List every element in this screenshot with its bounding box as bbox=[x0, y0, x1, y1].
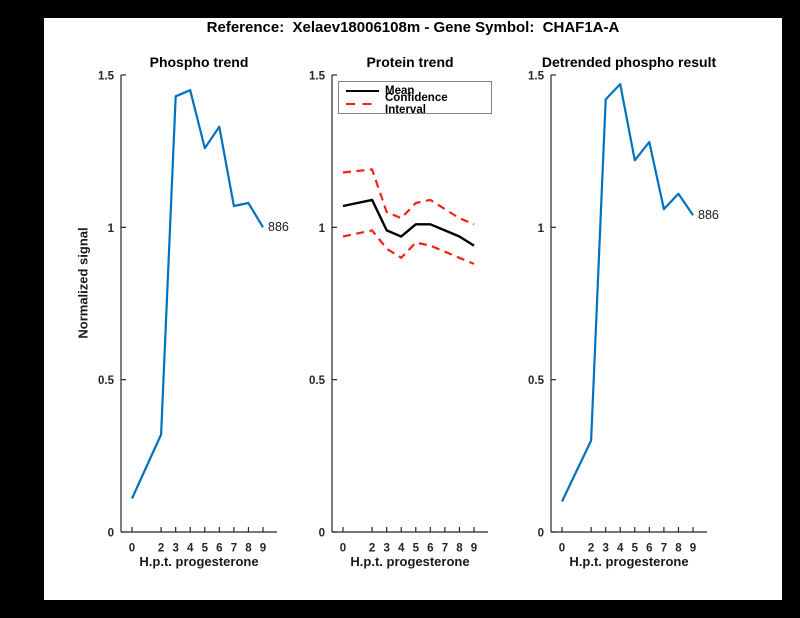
x-tick-label: 0 bbox=[559, 543, 565, 555]
y-tick-label: 0.5 bbox=[98, 375, 115, 387]
x-tick-label: 7 bbox=[442, 543, 448, 555]
figure-title: Reference: Xelaev18006108m - Gene Symbol… bbox=[206, 19, 620, 36]
x-tick-label: 3 bbox=[602, 543, 608, 555]
x-tick-label: 4 bbox=[617, 543, 624, 555]
y-tick-label: 1 bbox=[108, 223, 115, 235]
chart-title-detrended-result: Detrended phospho result bbox=[541, 54, 717, 70]
mean-line-sample-icon bbox=[346, 89, 379, 93]
y-tick-label: 1.5 bbox=[98, 71, 115, 83]
confidence-interval-line-sample-icon bbox=[346, 102, 379, 106]
y-tick-label: 0 bbox=[319, 528, 325, 540]
y-tick-label: 0.5 bbox=[528, 375, 545, 387]
x-tick-label: 3 bbox=[383, 543, 389, 555]
legend-box: Mean Confidence Interval bbox=[338, 81, 492, 116]
y-tick-label: 1.5 bbox=[528, 71, 545, 83]
detrended-phospho-line bbox=[561, 82, 694, 502]
x-tick-label: 0 bbox=[340, 543, 346, 555]
x-tick-label: 6 bbox=[427, 543, 433, 555]
x-tick-label: 9 bbox=[471, 543, 477, 555]
legend-entry-confidence-interval: Confidence Interval bbox=[339, 92, 491, 116]
y-tick-label: 0.5 bbox=[309, 375, 326, 387]
x-tick-label: 5 bbox=[202, 543, 209, 555]
x-axis-label-2: H.p.t. progesterone bbox=[350, 554, 470, 569]
x-tick-label: 8 bbox=[456, 543, 463, 555]
y-tick-label: 0 bbox=[108, 528, 114, 540]
x-tick-label: 7 bbox=[661, 543, 667, 555]
legend-entry-mean: Mean bbox=[339, 84, 491, 97]
x-tick-label: 5 bbox=[632, 543, 639, 555]
y-tick-label: 1.5 bbox=[309, 71, 326, 83]
x-tick-label: 2 bbox=[369, 543, 375, 555]
y-tick-label: 1 bbox=[538, 223, 545, 235]
phospho-trend-line bbox=[130, 89, 264, 499]
x-axis-label-3: H.p.t. progesterone bbox=[569, 554, 689, 569]
y-tick-label: 1 bbox=[319, 223, 326, 235]
chart-title-protein-trend: Protein trend bbox=[366, 54, 454, 70]
confidence-interval-upper bbox=[342, 168, 475, 226]
mean-line bbox=[342, 198, 475, 247]
x-tick-label: 0 bbox=[129, 543, 135, 555]
x-tick-label: 8 bbox=[245, 543, 252, 555]
y-tick-label: 0 bbox=[538, 528, 544, 540]
x-tick-label: 7 bbox=[231, 543, 237, 555]
x-tick-label: 2 bbox=[158, 543, 164, 555]
chart-title-phospho-trend: Phospho trend bbox=[149, 54, 249, 70]
x-tick-label: 8 bbox=[675, 543, 682, 555]
series-annotation-886-right: 886 bbox=[698, 208, 719, 222]
series-annotation-886-left: 886 bbox=[268, 220, 289, 234]
x-tick-label: 6 bbox=[646, 543, 652, 555]
x-tick-label: 6 bbox=[216, 543, 222, 555]
legend-label-confidence-interval: Confidence Interval bbox=[385, 92, 448, 117]
legend-label-mean: Mean bbox=[385, 84, 415, 97]
x-axis-label-1: H.p.t. progesterone bbox=[139, 554, 259, 569]
y-axis-label: Normalized signal bbox=[75, 227, 91, 339]
x-tick-label: 9 bbox=[690, 543, 696, 555]
x-tick-label: 5 bbox=[413, 543, 420, 555]
x-tick-label: 4 bbox=[398, 543, 405, 555]
x-tick-label: 4 bbox=[187, 543, 194, 555]
x-tick-label: 9 bbox=[260, 543, 266, 555]
x-tick-label: 2 bbox=[588, 543, 594, 555]
x-tick-label: 3 bbox=[172, 543, 178, 555]
